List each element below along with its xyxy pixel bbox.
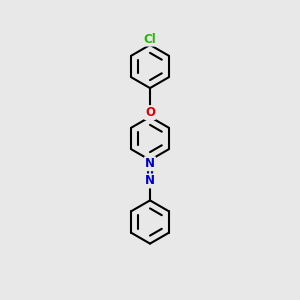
Text: N: N	[145, 157, 155, 170]
Text: N: N	[145, 175, 155, 188]
Text: Cl: Cl	[144, 33, 156, 46]
Text: O: O	[145, 106, 155, 119]
